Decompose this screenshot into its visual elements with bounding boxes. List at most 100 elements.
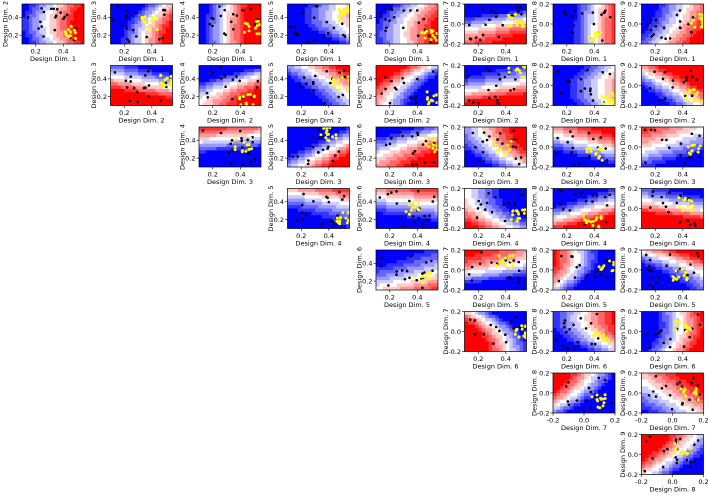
top-design-point bbox=[698, 13, 701, 16]
design-point bbox=[126, 38, 129, 41]
design-point bbox=[689, 69, 692, 72]
top-design-point bbox=[697, 147, 700, 150]
design-point bbox=[517, 277, 520, 280]
design-point bbox=[591, 200, 594, 203]
top-design-point bbox=[420, 31, 423, 34]
design-point bbox=[568, 328, 571, 331]
design-point bbox=[220, 66, 223, 69]
design-point bbox=[650, 129, 653, 132]
design-point bbox=[325, 21, 328, 24]
design-point bbox=[396, 270, 399, 273]
top-design-point bbox=[689, 328, 692, 331]
design-point bbox=[132, 29, 135, 32]
design-point bbox=[112, 19, 115, 22]
design-point bbox=[581, 12, 584, 15]
y-tick-label: 0.0 bbox=[628, 451, 638, 459]
contour-field bbox=[642, 4, 705, 45]
design-point bbox=[301, 211, 304, 214]
design-point bbox=[211, 72, 214, 75]
design-point bbox=[210, 69, 213, 72]
design-point bbox=[316, 5, 319, 8]
y-tick-label: 0.2 bbox=[451, 185, 461, 193]
y-axis-label: Design Dim. 8 bbox=[531, 124, 539, 170]
y-tick-label: 0.0 bbox=[451, 328, 461, 336]
x-axis-label: Design Dim. 3 bbox=[650, 178, 696, 186]
design-point bbox=[305, 83, 308, 86]
y-tick-label: 0.4 bbox=[274, 14, 284, 22]
top-design-point bbox=[583, 218, 586, 221]
design-point bbox=[343, 69, 346, 72]
y-tick-label: 0.2 bbox=[628, 62, 638, 70]
x-axis-label: Design Dim. 2 bbox=[384, 117, 430, 125]
y-tick-label: 0.2 bbox=[274, 216, 284, 224]
y-tick-label: -0.2 bbox=[537, 286, 550, 294]
design-point bbox=[572, 324, 575, 327]
design-point bbox=[589, 391, 592, 394]
design-point bbox=[415, 163, 418, 166]
contour-field bbox=[288, 127, 351, 168]
top-design-point bbox=[692, 19, 695, 22]
design-point bbox=[40, 7, 43, 10]
y-tick-label: 0.2 bbox=[539, 123, 549, 131]
y-tick-label: 0.2 bbox=[362, 93, 372, 101]
design-point bbox=[597, 337, 600, 340]
design-point bbox=[331, 220, 334, 223]
design-point bbox=[396, 202, 399, 205]
top-design-point bbox=[405, 210, 408, 213]
design-point bbox=[389, 102, 392, 105]
x-tick-label: -0.2 bbox=[635, 417, 648, 425]
top-design-point bbox=[689, 90, 692, 93]
design-point bbox=[387, 284, 390, 287]
design-point bbox=[565, 385, 568, 388]
x-axis-label: Design Dim. 2 bbox=[473, 117, 519, 125]
design-point bbox=[307, 163, 310, 166]
design-point bbox=[663, 26, 666, 29]
design-point bbox=[648, 284, 651, 287]
y-tick-label: 0.2 bbox=[362, 154, 372, 162]
top-design-point bbox=[426, 98, 429, 101]
design-point bbox=[487, 192, 490, 195]
design-point bbox=[475, 36, 478, 39]
top-design-point bbox=[413, 275, 416, 278]
design-point bbox=[648, 265, 651, 268]
design-point bbox=[403, 9, 406, 12]
top-design-point bbox=[681, 268, 684, 271]
design-point bbox=[158, 38, 161, 41]
top-design-point bbox=[341, 76, 344, 79]
design-point bbox=[227, 151, 230, 154]
design-point bbox=[567, 381, 570, 384]
design-point bbox=[302, 193, 305, 196]
top-design-point bbox=[611, 92, 614, 95]
top-design-point bbox=[332, 84, 335, 87]
top-design-point bbox=[685, 330, 688, 333]
design-point bbox=[512, 129, 515, 132]
design-point bbox=[416, 9, 419, 12]
y-axis-label: Design Dim. 7 bbox=[442, 63, 450, 109]
top-design-point bbox=[523, 208, 526, 211]
design-point bbox=[498, 73, 501, 76]
design-point bbox=[479, 159, 482, 162]
top-design-point bbox=[254, 27, 257, 30]
design-point bbox=[207, 96, 210, 99]
design-point bbox=[305, 214, 308, 217]
y-tick-label: -0.2 bbox=[625, 225, 638, 233]
design-point bbox=[696, 252, 699, 255]
design-point bbox=[609, 16, 612, 19]
design-point bbox=[484, 208, 487, 211]
y-axis-label: Design Dim. 9 bbox=[619, 309, 627, 355]
design-point bbox=[468, 75, 471, 78]
contour-field bbox=[288, 66, 351, 107]
y-axis-label: Design Dim. 5 bbox=[267, 186, 275, 232]
design-point bbox=[679, 381, 682, 384]
design-point bbox=[654, 19, 657, 22]
design-point bbox=[413, 222, 416, 225]
design-point bbox=[129, 100, 132, 103]
design-point bbox=[686, 274, 689, 277]
y-tick-label: 0.4 bbox=[362, 137, 372, 145]
top-design-point bbox=[341, 211, 344, 214]
design-point bbox=[644, 161, 647, 164]
top-design-point bbox=[248, 29, 251, 32]
